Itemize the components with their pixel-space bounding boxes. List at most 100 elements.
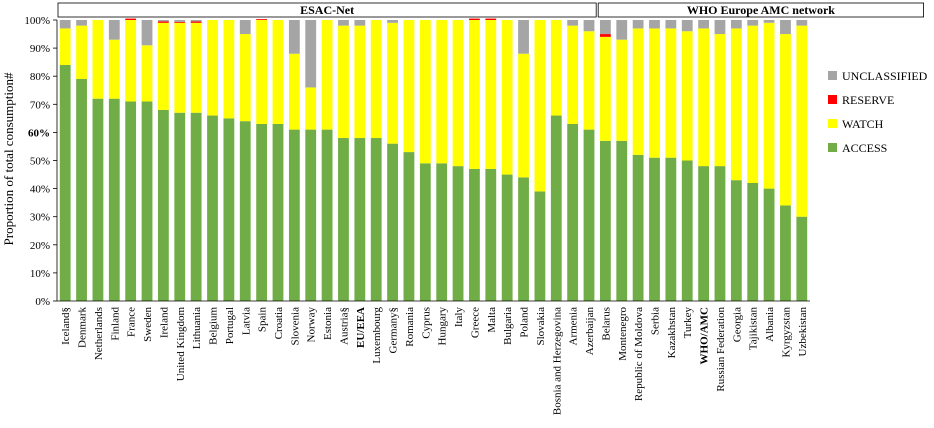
bar-reserve-4 — [125, 18, 137, 20]
bar-unclassified-36 — [649, 20, 660, 29]
bar-access-27 — [501, 174, 513, 301]
bar-access-22 — [419, 163, 431, 301]
bar-watch-23 — [436, 20, 448, 164]
x-tick-label: Serbia — [649, 307, 661, 335]
bar-access-32 — [583, 129, 595, 301]
bar-watch-44 — [780, 34, 791, 206]
x-tick-label: Kazakhstan — [666, 307, 678, 359]
x-tick-label: WHO/AMC — [699, 307, 711, 364]
bar-watch-40 — [714, 34, 726, 167]
bar-watch-35 — [632, 28, 644, 155]
bar-unclassified-31 — [567, 20, 579, 26]
bar-watch-1 — [76, 25, 87, 80]
bar-access-11 — [239, 121, 251, 301]
bar-access-16 — [321, 129, 333, 301]
group-header-label: ESAC-Net — [300, 3, 354, 17]
x-tick-label: Croatia — [273, 307, 285, 339]
x-tick-label: Tajikistan — [748, 307, 760, 351]
x-tick-label: Kyrgyzstan — [780, 307, 792, 358]
bar-watch-34 — [616, 39, 628, 141]
bar-access-8 — [190, 112, 202, 301]
bar-unclassified-41 — [730, 20, 742, 29]
bar-unclassified-28 — [518, 20, 529, 54]
x-tick-label: Azerbaijan — [584, 307, 596, 356]
legend-swatch-watch — [828, 119, 837, 128]
x-tick-label: Finland — [109, 307, 121, 341]
bar-watch-36 — [649, 28, 660, 158]
bar-unclassified-32 — [583, 20, 595, 32]
y-tick-label: 10% — [30, 268, 50, 280]
y-axis-title: Proportion of total consumption# — [1, 72, 16, 245]
bar-watch-10 — [223, 20, 235, 119]
x-tick-label: EU/EEA — [355, 307, 367, 348]
bar-reserve-12 — [256, 19, 268, 20]
x-tick-label: Lithuania — [191, 307, 203, 349]
bar-access-3 — [108, 98, 120, 302]
bar-watch-33 — [599, 36, 611, 141]
bar-watch-21 — [403, 20, 415, 153]
x-tick-label: Cyprus — [420, 307, 432, 339]
x-tick-label: France — [126, 307, 138, 337]
bar-watch-31 — [567, 25, 579, 124]
legend-swatch-access — [828, 143, 837, 152]
bar-access-14 — [288, 129, 300, 301]
bar-unclassified-8 — [190, 20, 202, 22]
bar-watch-2 — [92, 20, 104, 99]
bar-watch-41 — [730, 28, 742, 181]
bar-access-2 — [92, 98, 104, 302]
bar-access-4 — [125, 101, 137, 302]
x-tick-label: Georgia — [731, 307, 743, 342]
legend-label-watch: WATCH — [842, 117, 884, 131]
bar-watch-45 — [796, 25, 808, 217]
y-tick-label: 30% — [30, 212, 50, 224]
x-tick-label: United Kingdom — [175, 307, 187, 382]
x-tick-label: Belarus — [600, 307, 612, 341]
bar-access-45 — [796, 216, 808, 301]
x-tick-label: Uzbekistan — [797, 307, 809, 357]
group-header-label: WHO Europe AMC network — [687, 3, 835, 17]
legend: UNCLASSIFIED RESERVE WATCH ACCESS — [828, 69, 928, 155]
bar-watch-14 — [288, 53, 300, 130]
bar-access-5 — [141, 101, 153, 302]
bar-access-37 — [665, 157, 677, 301]
bar-watch-20 — [387, 22, 398, 144]
bar-watch-16 — [321, 20, 333, 130]
bar-access-38 — [681, 160, 693, 301]
bar-unclassified-14 — [288, 20, 300, 54]
bar-access-44 — [780, 205, 791, 301]
bar-unclassified-35 — [632, 20, 644, 29]
bar-access-29 — [534, 191, 546, 301]
x-tick-label: Romania — [404, 307, 416, 347]
bar-watch-42 — [747, 25, 759, 183]
bar-access-26 — [485, 168, 497, 301]
legend-label-reserve: RESERVE — [842, 93, 894, 107]
x-tick-label: Austria§ — [338, 307, 350, 345]
bar-access-23 — [436, 163, 448, 301]
x-tick-label: Albania — [764, 307, 776, 342]
bar-unclassified-42 — [747, 20, 759, 26]
bar-access-40 — [714, 166, 726, 301]
bar-access-24 — [452, 166, 464, 301]
x-tick-label: Sweden — [142, 307, 154, 342]
bar-watch-9 — [207, 20, 218, 116]
bar-unclassified-43 — [763, 20, 775, 23]
bar-watch-26 — [485, 20, 497, 169]
bar-access-9 — [207, 115, 218, 301]
bar-access-13 — [272, 123, 284, 301]
bar-watch-8 — [190, 22, 202, 113]
bars — [59, 18, 808, 302]
bar-unclassified-0 — [59, 20, 71, 29]
bar-access-31 — [567, 123, 579, 301]
bar-access-35 — [632, 154, 644, 301]
y-tick-label: 20% — [30, 240, 50, 252]
bar-access-7 — [174, 112, 186, 301]
bar-reserve-25 — [469, 18, 480, 20]
x-tick-label: Belgium — [208, 307, 220, 345]
bar-watch-12 — [256, 20, 268, 124]
y-tick-label: 70% — [30, 99, 50, 111]
bar-access-25 — [469, 168, 480, 301]
x-tick-label: Armenia — [568, 307, 580, 346]
bar-access-6 — [158, 109, 169, 301]
bar-watch-43 — [763, 22, 775, 189]
bar-watch-17 — [338, 25, 349, 139]
